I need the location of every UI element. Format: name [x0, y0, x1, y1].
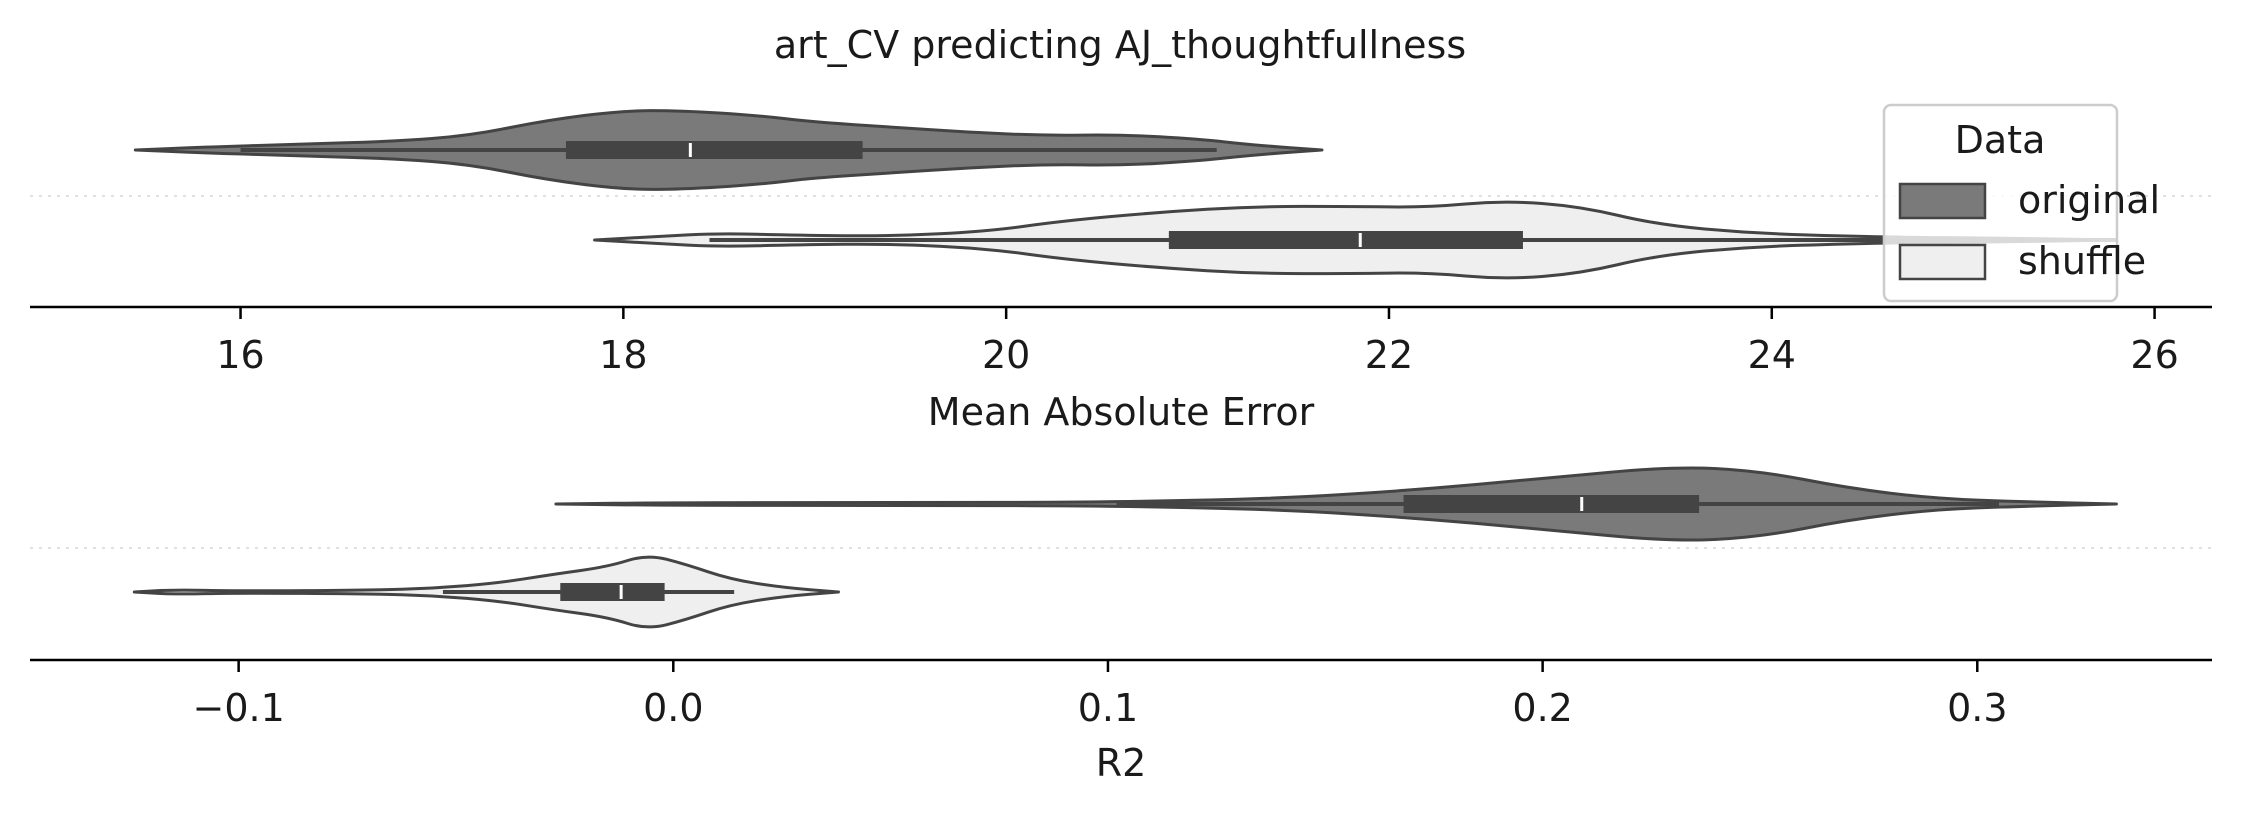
x-tick-label: 16	[216, 333, 264, 377]
x-tick-label: −0.1	[192, 686, 284, 730]
mae-xlabel: Mean Absolute Error	[928, 390, 1315, 434]
iqr-box-shuffle	[1168, 231, 1523, 249]
x-tick-label: 20	[982, 333, 1030, 377]
x-tick-label: 26	[2130, 333, 2178, 377]
violin-shuffle	[132, 555, 840, 629]
r2-panel: −0.1 0.0 0.1 0.2 0.3 R2	[30, 466, 2212, 785]
legend-swatch-original	[1898, 182, 1987, 220]
r2-xlabel: R2	[1096, 741, 1147, 785]
x-tick-label: 0.0	[643, 686, 703, 730]
x-tick-label: 0.1	[1078, 686, 1138, 730]
violin-original	[133, 109, 1324, 191]
iqr-box-original	[1403, 495, 1700, 513]
x-tick-label: 22	[1365, 333, 1413, 377]
figure-title: art_CV predicting AJ_thoughtfullness	[774, 23, 1466, 67]
x-tick-label: 18	[599, 333, 647, 377]
mae-panel: 16 18 20 22 24 26 Mean Absolute Error	[30, 109, 2212, 434]
legend: Data original shuffle	[1882, 103, 2160, 303]
legend-label-original: original	[2018, 178, 2160, 222]
legend-title: Data	[1955, 118, 2046, 162]
violin-original	[554, 466, 2118, 542]
legend-swatch-shuffle	[1898, 243, 1987, 281]
x-tick-label: 0.2	[1512, 686, 1572, 730]
legend-label-shuffle: shuffle	[2018, 239, 2146, 283]
x-tick-label: 24	[1748, 333, 1796, 377]
iqr-box-shuffle	[560, 583, 665, 601]
iqr-box-original	[565, 141, 863, 159]
x-tick-label: 0.3	[1947, 686, 2007, 730]
